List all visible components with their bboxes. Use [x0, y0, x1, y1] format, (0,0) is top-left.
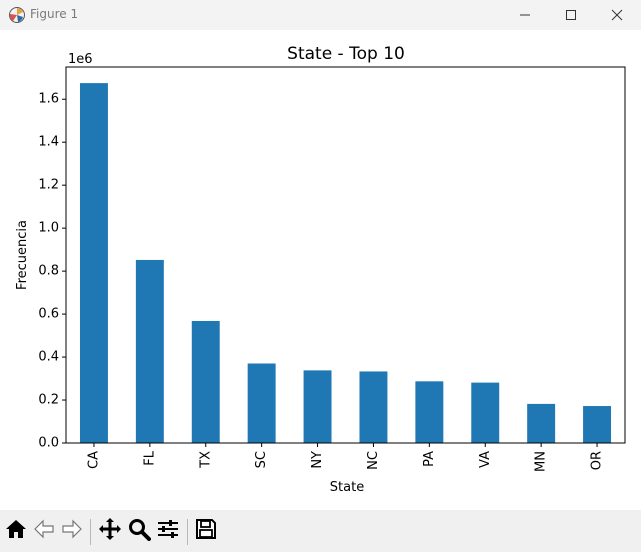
- save-icon: [194, 517, 218, 545]
- minimize-button[interactable]: [502, 0, 548, 30]
- y-tick-label: 0.4: [38, 350, 59, 365]
- bar-va: [471, 382, 500, 443]
- home-icon: [4, 517, 28, 545]
- minimize-icon: [519, 6, 531, 25]
- close-icon: [611, 6, 623, 25]
- bar-chart: State - Top 10 1e6 0.0 0.2 0.4 0.6 0.8 1.0 1.2…: [15, 44, 626, 495]
- y-tick-label: 1.0: [38, 221, 59, 236]
- close-button[interactable]: [594, 0, 640, 30]
- toolbar-separator: [187, 519, 188, 545]
- x-tick-label: NY: [310, 451, 325, 469]
- forward-icon: [60, 517, 84, 545]
- navigation-toolbar: [0, 510, 641, 552]
- zoom-button[interactable]: [125, 517, 153, 545]
- forward-button[interactable]: [58, 517, 86, 545]
- back-button[interactable]: [30, 517, 58, 545]
- y-tick-label: 0.0: [38, 436, 59, 451]
- y-tick-label: 1.6: [38, 92, 59, 107]
- toolbar-separator: [90, 519, 91, 545]
- x-axis-label: State: [330, 480, 364, 495]
- window-titlebar: Figure 1: [0, 0, 641, 30]
- y-tick-label: 1.4: [38, 135, 59, 150]
- matplotlib-icon: [8, 6, 26, 24]
- configure-subplots-button[interactable]: [154, 517, 182, 545]
- zoom-icon: [127, 517, 151, 545]
- bar-sc: [247, 363, 276, 443]
- x-tick-label: PA: [422, 451, 437, 467]
- bar-tx: [191, 320, 220, 443]
- maximize-button[interactable]: [548, 0, 594, 30]
- x-tick-label: SC: [254, 451, 269, 468]
- chart-title: State - Top 10: [287, 44, 405, 64]
- y-tick-label: 0.2: [38, 393, 59, 408]
- bar-ny: [303, 370, 332, 443]
- x-tick-label: OR: [590, 451, 605, 470]
- bar-pa: [415, 381, 444, 443]
- x-tick-label: VA: [478, 451, 493, 468]
- y-tick-label: 0.8: [38, 264, 59, 279]
- configure-subplots-icon: [156, 517, 180, 545]
- bar-ca: [79, 83, 108, 443]
- window-title: Figure 1: [30, 7, 79, 21]
- figure-canvas[interactable]: State - Top 10 1e6 0.0 0.2 0.4 0.6 0.8 1.0 1.2…: [0, 30, 641, 510]
- save-button[interactable]: [192, 517, 220, 545]
- bar-or: [583, 406, 612, 443]
- x-tick-label: NC: [366, 451, 381, 470]
- pan-icon: [98, 517, 122, 545]
- x-tick-label: MN: [534, 451, 549, 472]
- y-axis-label: Frecuencia: [15, 220, 30, 290]
- bar-fl: [135, 259, 164, 443]
- x-tick-label: FL: [142, 450, 157, 465]
- bar-nc: [359, 371, 388, 443]
- y-offset-text: 1e6: [68, 52, 93, 67]
- pan-button[interactable]: [96, 517, 124, 545]
- bar-mn: [527, 403, 556, 443]
- home-button[interactable]: [2, 517, 30, 545]
- back-icon: [32, 517, 56, 545]
- x-tick-label: CA: [86, 451, 101, 469]
- x-tick-label: TX: [198, 451, 213, 469]
- y-tick-label: 1.2: [38, 178, 59, 193]
- y-tick-label: 0.6: [38, 307, 59, 322]
- maximize-icon: [565, 6, 577, 25]
- axes-frame: [65, 66, 626, 444]
